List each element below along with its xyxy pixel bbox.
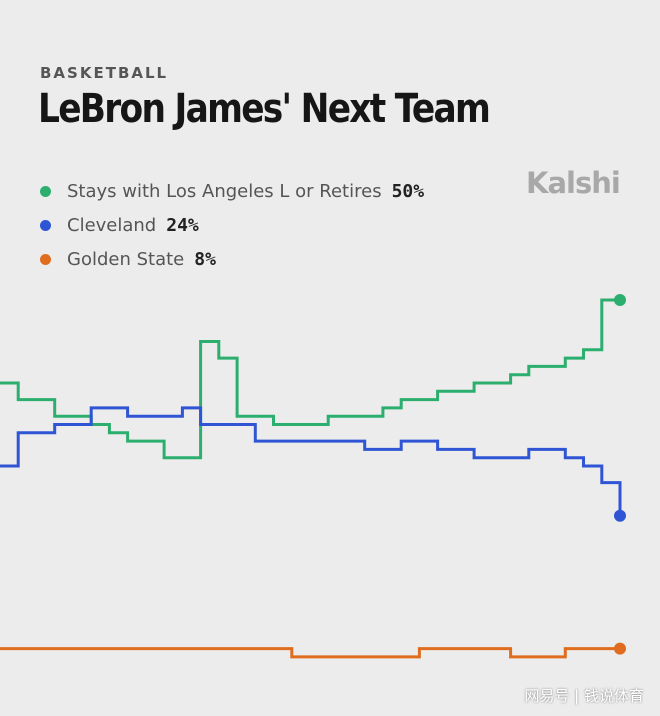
- brand-logo: Kalshi: [526, 166, 621, 200]
- series-endpoint-0: [614, 294, 626, 306]
- chart-legend: Stays with Los Angeles L or Retires 50% …: [40, 174, 424, 276]
- legend-label: Cleveland: [67, 214, 157, 236]
- legend-label: Stays with Los Angeles L or Retires: [67, 180, 382, 202]
- legend-dot-icon: [40, 219, 51, 231]
- chart-title: LeBron James' Next Team: [38, 86, 491, 132]
- legend-dot-icon: [40, 253, 51, 265]
- legend-item-golden-state: Golden State 8%: [40, 242, 424, 276]
- legend-value: 8%: [194, 248, 216, 270]
- series-line-0: [0, 298, 620, 460]
- legend-value: 24%: [166, 214, 199, 236]
- series-endpoint-1: [614, 509, 626, 522]
- series-line-2: [0, 647, 620, 659]
- legend-item-cleveland: Cleveland 24%: [40, 208, 424, 242]
- series-endpoint-2: [614, 642, 626, 655]
- legend-dot-icon: [40, 185, 51, 197]
- series-line-1: [0, 406, 622, 516]
- legend-label: Golden State: [67, 248, 185, 270]
- watermark: 网易号 | 钱说体育: [524, 687, 644, 705]
- category-label: BASKETBALL: [40, 64, 169, 82]
- legend-value: 50%: [391, 180, 425, 202]
- legend-item-los-angeles: Stays with Los Angeles L or Retires 50%: [40, 174, 424, 208]
